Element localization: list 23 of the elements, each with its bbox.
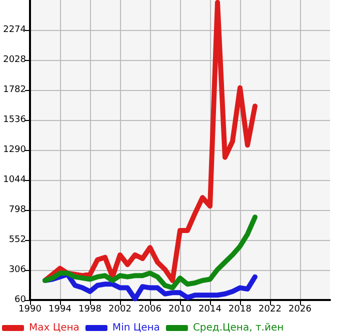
- legend-label: Сред.Цена, т.йен: [192, 322, 284, 334]
- y-tick-label: 1536: [3, 115, 26, 125]
- y-tick-label: 2274: [3, 25, 26, 35]
- legend-label: Min Цена: [112, 322, 160, 334]
- y-tick-label: 60: [14, 295, 26, 305]
- y-tick-label: 798: [8, 205, 26, 215]
- y-tick-label: 2028: [3, 55, 26, 65]
- legend-label: Max Цена: [29, 322, 80, 334]
- x-tick-label: 2014: [198, 304, 222, 314]
- x-tick-label: 2022: [258, 304, 282, 314]
- x-tick-label: 2006: [138, 304, 162, 314]
- y-tick-label: 1044: [3, 175, 26, 185]
- y-tick-label: 1290: [3, 145, 26, 155]
- x-tick-label: 1990: [18, 304, 42, 314]
- y-tick-label: 306: [8, 265, 26, 275]
- x-tick-label: 2002: [108, 304, 132, 314]
- x-tick-label: 1998: [78, 304, 102, 314]
- y-tick-label: 1782: [3, 85, 26, 95]
- y-tick-label: 552: [8, 235, 26, 245]
- x-tick-label: 1994: [48, 304, 72, 314]
- x-tick-label: 2018: [228, 304, 252, 314]
- x-tick-label: 2010: [168, 304, 192, 314]
- x-tick-label: 2026: [288, 304, 312, 314]
